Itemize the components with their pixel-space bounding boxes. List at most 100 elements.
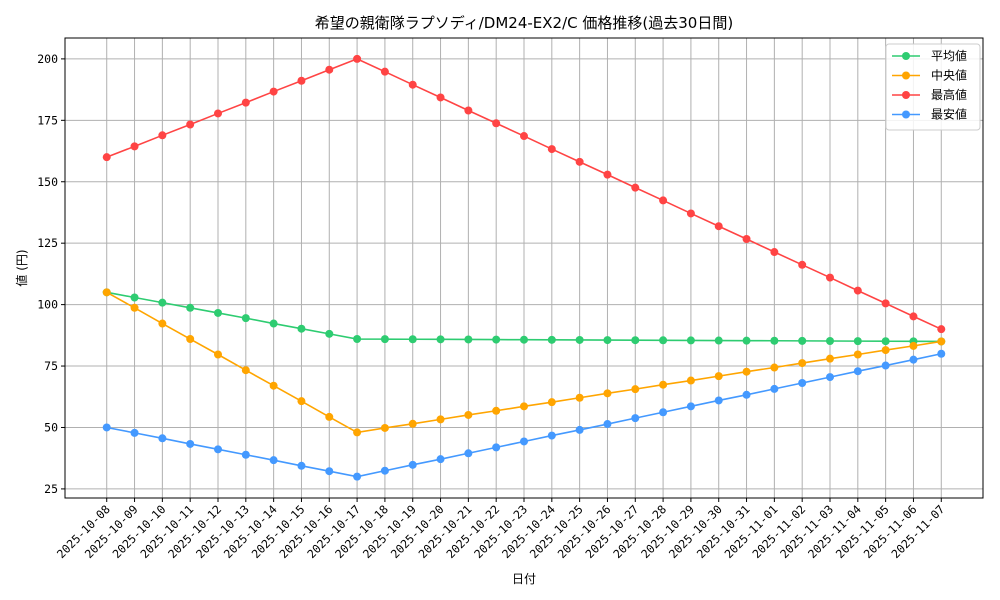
data-point: [492, 119, 501, 128]
data-point: [881, 337, 890, 346]
data-point: [325, 65, 334, 74]
data-point: [214, 109, 222, 118]
data-point: [241, 450, 250, 459]
data-point: [297, 397, 306, 406]
data-point: [770, 363, 779, 372]
data-point: [909, 355, 918, 364]
data-point: [353, 335, 362, 344]
data-point: [464, 335, 473, 344]
data-point: [436, 93, 445, 102]
data-point: [241, 314, 250, 323]
series-2: [102, 54, 946, 334]
data-point: [102, 153, 111, 162]
data-point: [603, 389, 612, 398]
data-point: [353, 472, 362, 481]
legend-marker: [902, 71, 910, 80]
data-point: [102, 423, 111, 432]
data-point: [408, 460, 417, 469]
data-point: [826, 273, 834, 282]
data-point: [659, 336, 668, 345]
y-tick-label: 150: [37, 175, 58, 189]
x-axis-ticks: 2025-10-082025-10-092025-10-102025-10-11…: [54, 498, 947, 561]
data-point: [158, 319, 167, 328]
data-point: [186, 303, 195, 312]
data-point: [464, 106, 473, 115]
data-point: [464, 410, 473, 419]
y-tick-label: 200: [37, 52, 58, 66]
y-tick-label: 100: [37, 298, 58, 312]
data-point: [853, 337, 862, 346]
data-point: [714, 222, 723, 231]
data-point: [325, 329, 334, 338]
legend-label: 最高値: [931, 87, 967, 102]
data-point: [826, 337, 834, 346]
data-point: [436, 455, 445, 464]
data-point: [102, 288, 111, 297]
data-point: [937, 349, 946, 358]
series-1: [102, 288, 946, 437]
data-point: [798, 359, 807, 368]
data-point: [158, 131, 167, 140]
data-point: [380, 466, 389, 475]
data-point: [853, 286, 862, 295]
data-point: [575, 425, 584, 434]
y-axis-label: 値 (円): [14, 249, 29, 286]
grid: [65, 38, 983, 498]
legend-marker: [902, 52, 910, 60]
data-point: [520, 402, 528, 411]
data-point: [130, 142, 139, 151]
data-point: [269, 381, 278, 390]
x-axis-label: 日付: [512, 572, 536, 586]
legend-marker: [902, 110, 910, 119]
data-point: [603, 170, 612, 179]
data-point: [436, 415, 445, 424]
data-point: [631, 385, 640, 394]
data-point: [742, 367, 751, 376]
data-point: [547, 398, 556, 407]
data-point: [186, 120, 195, 129]
data-point: [158, 298, 167, 307]
data-point: [520, 437, 528, 446]
data-point: [130, 293, 139, 302]
data-point: [325, 467, 334, 476]
data-point: [826, 354, 834, 363]
data-point: [714, 372, 723, 381]
data-point: [186, 335, 195, 344]
data-point: [826, 373, 834, 382]
series-0: [102, 288, 946, 346]
data-point: [853, 350, 862, 359]
data-point: [297, 324, 306, 333]
data-point: [659, 196, 668, 205]
y-axis-ticks: 25 50 75 100 125 150 175 200: [37, 52, 65, 496]
data-point: [269, 319, 278, 328]
data-point: [742, 336, 751, 345]
data-point: [408, 80, 417, 89]
data-point: [297, 76, 306, 85]
legend-label: 平均値: [931, 48, 967, 63]
data-point: [269, 456, 278, 465]
data-point: [436, 335, 445, 344]
y-tick-label: 175: [37, 113, 58, 127]
data-point: [408, 419, 417, 428]
data-point: [714, 336, 723, 345]
data-point: [353, 54, 362, 63]
data-point: [937, 337, 946, 346]
data-point: [853, 367, 862, 376]
data-point: [547, 145, 556, 154]
data-point: [603, 336, 612, 345]
data-point: [380, 67, 389, 76]
data-point: [686, 402, 695, 411]
data-point: [520, 335, 528, 344]
chart-title: 希望の親衛隊ラプソディ/DM24-EX2/C 価格推移(過去30日間): [315, 14, 733, 32]
data-point: [214, 445, 222, 454]
data-point: [575, 393, 584, 402]
data-point: [881, 299, 890, 308]
data-point: [770, 248, 779, 257]
data-point: [742, 235, 751, 244]
data-point: [909, 312, 918, 321]
data-point: [881, 346, 890, 355]
data-point: [241, 366, 250, 375]
data-point: [297, 461, 306, 470]
data-point: [686, 376, 695, 385]
